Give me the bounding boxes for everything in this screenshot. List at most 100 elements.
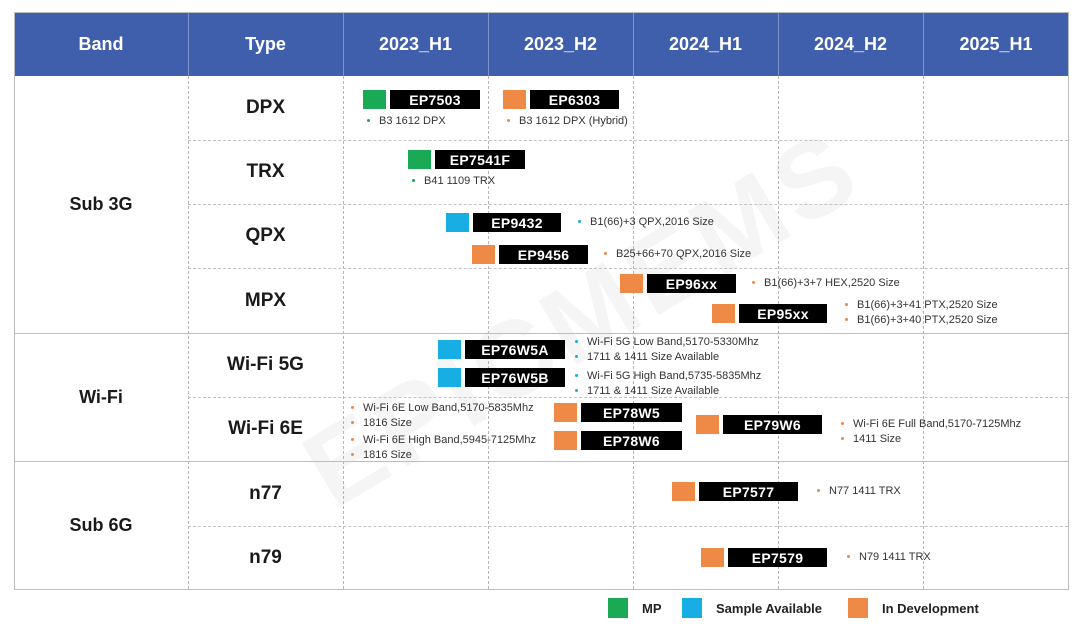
header-period-2023-h1: 2023_H1 bbox=[378, 33, 453, 54]
status-swatch bbox=[672, 482, 695, 501]
product-name: EP79W6 bbox=[723, 415, 822, 434]
bullet-icon bbox=[507, 118, 510, 122]
bullet-icon bbox=[575, 339, 578, 343]
product-note: B3 1612 DPX (Hybrid) bbox=[507, 115, 628, 128]
bullet-icon bbox=[575, 373, 578, 377]
status-swatch bbox=[554, 431, 577, 450]
header-period-2024-h1: 2024_H1 bbox=[668, 33, 743, 54]
product-note: B1(66)+3 QPX,2016 Size bbox=[578, 216, 714, 229]
product-note: 1711 & 1411 Size Available bbox=[575, 385, 719, 398]
bullet-icon bbox=[604, 251, 607, 255]
type-label-dpx: DPX bbox=[245, 97, 286, 118]
status-swatch bbox=[620, 274, 643, 293]
bullet-icon bbox=[351, 452, 354, 456]
column-divider bbox=[188, 76, 189, 589]
product-name: EP7541F bbox=[435, 150, 525, 169]
type-label-wifi-5g: Wi-Fi 5G bbox=[227, 354, 304, 375]
product-chip: EP7503 bbox=[363, 90, 480, 109]
bullet-icon bbox=[367, 118, 370, 122]
product-chip: EP7541F bbox=[408, 150, 525, 169]
product-note: B41 1109 TRX bbox=[412, 175, 495, 188]
column-divider bbox=[923, 76, 924, 589]
status-swatch bbox=[696, 415, 719, 434]
band-divider bbox=[14, 333, 1068, 334]
bullet-icon bbox=[412, 178, 415, 182]
type-label-mpx: MPX bbox=[244, 289, 287, 311]
product-chip: EP79W6 bbox=[696, 415, 822, 434]
product-chip: EP7577 bbox=[672, 482, 798, 501]
product-name: EP96xx bbox=[647, 274, 736, 293]
column-divider bbox=[488, 76, 489, 589]
type-label-wifi-6e: Wi-Fi 6E bbox=[228, 418, 303, 439]
band-label-sub-3g: Sub 3G bbox=[69, 194, 133, 214]
product-note: N79 1411 TRX bbox=[847, 551, 931, 564]
status-swatch bbox=[701, 548, 724, 567]
product-chip: EP76W5B bbox=[438, 368, 565, 387]
product-name: EP9456 bbox=[499, 245, 588, 264]
product-name: EP9432 bbox=[473, 213, 561, 232]
product-note: B1(66)+3+41 PTX,2520 Size bbox=[845, 299, 998, 312]
product-chip: EP78W5 bbox=[554, 403, 682, 422]
legend-swatch bbox=[608, 598, 628, 618]
type-label-trx: TRX bbox=[246, 161, 285, 182]
product-chip: EP96xx bbox=[620, 274, 736, 293]
column-divider bbox=[633, 76, 634, 589]
product-name: EP76W5A bbox=[465, 340, 565, 359]
product-name: EP7577 bbox=[699, 482, 798, 501]
product-chip: EP7579 bbox=[701, 548, 827, 567]
band-divider bbox=[14, 461, 1068, 462]
status-swatch bbox=[408, 150, 431, 169]
header-divider bbox=[778, 12, 779, 76]
product-name: EP76W5B bbox=[465, 368, 565, 387]
legend-item-in-development: In Development bbox=[848, 598, 979, 618]
header-period-2023-h2: 2023_H2 bbox=[523, 33, 598, 54]
legend-item-sample: Sample Available bbox=[682, 598, 822, 618]
product-note: N77 1411 TRX bbox=[817, 485, 901, 498]
header-type: Type bbox=[245, 33, 286, 54]
product-note: B1(66)+3+40 PTX,2520 Size bbox=[845, 314, 998, 327]
status-swatch bbox=[554, 403, 577, 422]
product-note: 1411 Size bbox=[841, 433, 901, 446]
header-divider bbox=[633, 12, 634, 76]
bullet-icon bbox=[752, 280, 755, 284]
product-name: EP78W6 bbox=[581, 431, 682, 450]
bullet-icon bbox=[845, 317, 848, 321]
bullet-icon bbox=[817, 488, 820, 492]
product-note: 1816 Size bbox=[351, 417, 412, 430]
product-note: Wi-Fi 6E High Band,5945-7125Mhz bbox=[351, 434, 536, 447]
product-chip: EP9456 bbox=[472, 245, 588, 264]
status-swatch bbox=[472, 245, 495, 264]
bullet-icon bbox=[845, 302, 848, 306]
bullet-icon bbox=[351, 420, 354, 424]
type-label-qpx: QPX bbox=[245, 225, 286, 246]
bullet-icon bbox=[847, 554, 850, 558]
status-swatch bbox=[446, 213, 469, 232]
product-chip: EP76W5A bbox=[438, 340, 565, 359]
status-swatch bbox=[503, 90, 526, 109]
product-chip: EP78W6 bbox=[554, 431, 682, 450]
legend-label: In Development bbox=[882, 600, 979, 616]
product-name: EP78W5 bbox=[581, 403, 682, 422]
product-note: Wi-Fi 6E Full Band,5170-7125Mhz bbox=[841, 418, 1021, 431]
product-note: B25+66+70 QPX,2016 Size bbox=[604, 248, 751, 261]
product-chip: EP95xx bbox=[712, 304, 827, 323]
row-divider bbox=[188, 397, 1068, 398]
column-divider bbox=[343, 76, 344, 589]
band-label-wifi: Wi-Fi bbox=[79, 386, 123, 407]
type-label-n77: n77 bbox=[249, 482, 282, 504]
product-note: Wi-Fi 5G High Band,5735-5835Mhz bbox=[575, 370, 761, 383]
header-period-2025-h1: 2025_H1 bbox=[959, 33, 1033, 54]
legend-item-mp: MP bbox=[608, 598, 662, 618]
row-divider bbox=[188, 526, 1068, 527]
product-note: Wi-Fi 6E Low Band,5170-5835Mhz bbox=[351, 402, 534, 415]
table-header: Band Type 2023_H1 2023_H2 2024_H1 2024_H… bbox=[14, 12, 1069, 76]
header-divider bbox=[188, 12, 189, 76]
bullet-icon bbox=[841, 436, 844, 440]
status-swatch bbox=[438, 368, 461, 387]
bullet-icon bbox=[578, 219, 581, 223]
header-band: Band bbox=[78, 33, 124, 54]
column-divider bbox=[778, 76, 779, 589]
product-chip: EP6303 bbox=[503, 90, 619, 109]
header-divider bbox=[343, 12, 344, 76]
product-note: 1711 & 1411 Size Available bbox=[575, 351, 719, 364]
